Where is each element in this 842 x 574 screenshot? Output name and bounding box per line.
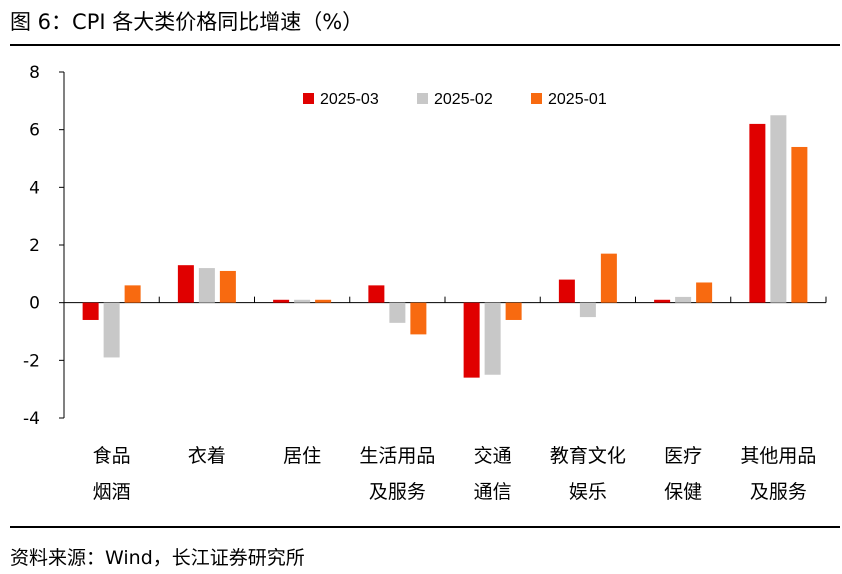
category-label: 医疗 <box>664 445 702 467</box>
legend-label-2025-02: 2025-02 <box>434 91 493 108</box>
bar-2025-02-2 <box>294 299 311 303</box>
category-label: 通信 <box>474 481 512 503</box>
legend-label-2025-01: 2025-01 <box>548 91 607 108</box>
y-tick-label: -4 <box>23 409 40 429</box>
category-label: 食品 <box>93 445 131 467</box>
category-label: 及服务 <box>750 481 807 503</box>
bar-2025-01-2 <box>315 299 332 303</box>
source-note: 资料来源：Wind，长江证券研究所 <box>10 547 305 569</box>
bar-2025-02-7 <box>770 115 787 303</box>
legend-swatch-2025-02 <box>417 93 428 104</box>
bar-2025-03-1 <box>177 265 194 303</box>
legend: 2025-03 2025-02 2025-01 <box>303 91 607 108</box>
legend-swatch-2025-03 <box>303 93 314 104</box>
bar-2025-03-4 <box>463 302 480 378</box>
category-label: 教育文化 <box>550 445 626 467</box>
bar-2025-01-3 <box>410 302 427 335</box>
bar-2025-03-2 <box>273 299 290 303</box>
bar-2025-02-3 <box>389 302 406 323</box>
category-label: 保健 <box>664 481 702 503</box>
y-tick-label: 0 <box>29 294 40 314</box>
title-divider <box>10 44 840 46</box>
y-tick-label: 8 <box>29 63 40 83</box>
category-label: 居住 <box>283 445 321 467</box>
legend-label-2025-03: 2025-03 <box>320 91 379 108</box>
y-tick-label: -2 <box>23 351 40 371</box>
y-tick-label: 6 <box>29 121 40 141</box>
bar-2025-02-5 <box>579 302 596 318</box>
footer-divider <box>10 526 840 528</box>
bar-2025-02-1 <box>198 268 215 303</box>
bar-2025-02-6 <box>675 296 692 303</box>
category-label: 其他用品 <box>740 445 816 467</box>
bar-2025-01-4 <box>505 302 522 320</box>
category-label: 烟酒 <box>93 481 131 503</box>
legend-swatch-2025-01 <box>531 93 542 104</box>
bar-2025-03-6 <box>654 299 671 303</box>
y-axis-ticks: 8 6 4 2 0 -2 -4 <box>23 63 827 429</box>
bar-2025-01-0 <box>124 285 141 303</box>
bars <box>82 115 808 378</box>
y-tick-label: 2 <box>29 236 40 256</box>
bar-2025-01-5 <box>600 253 617 303</box>
bar-2025-03-7 <box>749 123 766 303</box>
bar-2025-02-4 <box>484 302 501 375</box>
category-label: 娱乐 <box>569 481 607 503</box>
bar-2025-03-5 <box>558 279 575 303</box>
y-tick-label: 4 <box>29 178 40 198</box>
bar-2025-01-6 <box>696 282 713 303</box>
category-label: 交通 <box>474 445 512 467</box>
bar-2025-02-0 <box>103 302 120 358</box>
chart-title: 图 6：CPI 各大类价格同比增速（%） <box>10 10 364 34</box>
bar-2025-01-7 <box>791 146 808 303</box>
bar-2025-03-0 <box>82 302 99 320</box>
category-label: 及服务 <box>369 481 426 503</box>
bar-2025-01-1 <box>219 270 236 303</box>
bar-2025-03-3 <box>368 285 385 303</box>
category-label: 衣着 <box>188 445 226 467</box>
category-label: 生活用品 <box>359 445 435 467</box>
